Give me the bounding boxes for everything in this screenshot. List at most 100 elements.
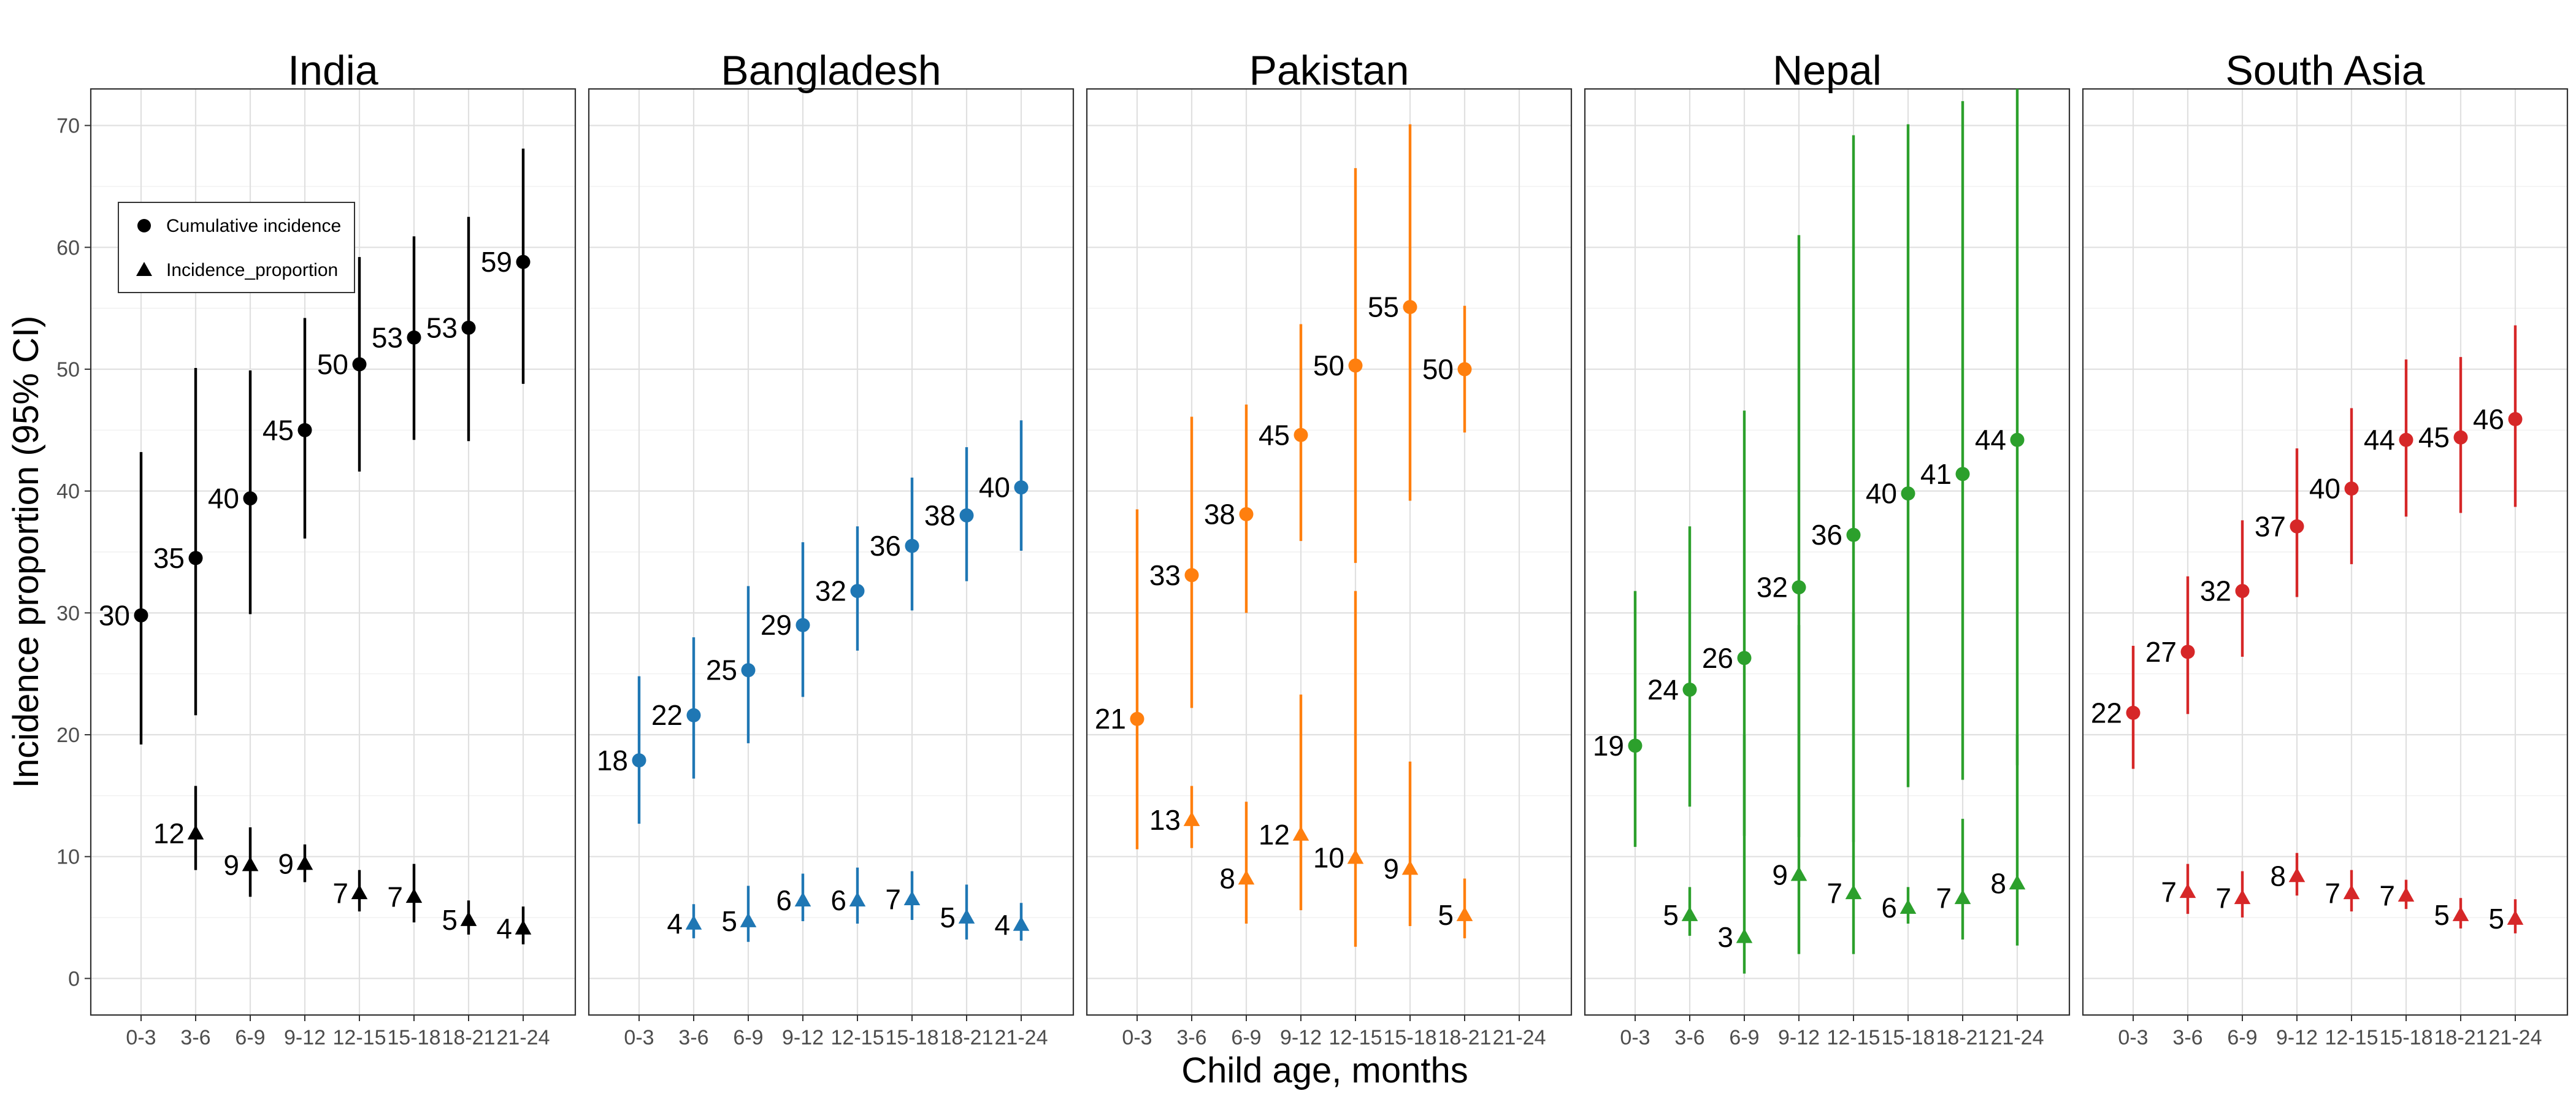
x-tick-label: 3-6 (678, 1026, 708, 1049)
x-tick-label: 21-24 (2489, 1026, 2542, 1049)
data-label: 40 (979, 472, 1010, 504)
legend-key-triangle (136, 262, 152, 276)
data-label: 9 (278, 848, 294, 880)
data-point-triangle (1238, 870, 1255, 885)
data-point-circle (134, 608, 148, 622)
x-tick-label: 3-6 (1176, 1026, 1206, 1049)
x-tick-label: 9-12 (284, 1026, 326, 1049)
data-point-triangle (740, 913, 757, 927)
x-tick-label: 12-15 (333, 1026, 386, 1049)
x-tick-label: 21-24 (1991, 1026, 2044, 1049)
data-point-triangle (1183, 811, 1200, 826)
y-tick-label: 70 (56, 115, 80, 138)
data-label: 41 (1920, 458, 1952, 490)
x-tick-label: 15-18 (1384, 1026, 1437, 1049)
data-label: 32 (2200, 575, 2231, 607)
data-label: 44 (2364, 424, 2395, 456)
data-label: 7 (885, 883, 901, 915)
data-label: 22 (651, 699, 683, 731)
x-tick-label: 0-3 (624, 1026, 654, 1049)
y-tick-label: 40 (56, 480, 80, 504)
x-tick-label: 12-15 (831, 1026, 884, 1049)
data-point-triangle (2179, 883, 2196, 898)
data-point-circle (2399, 432, 2413, 447)
data-label: 5 (2488, 903, 2504, 935)
x-tick-label: 21-24 (497, 1026, 550, 1049)
data-label: 50 (317, 348, 348, 380)
data-label: 53 (372, 321, 403, 353)
x-tick-label: 18-21 (1438, 1026, 1492, 1049)
data-point-triangle (794, 892, 811, 907)
data-point-triangle (849, 892, 866, 907)
data-label: 45 (263, 414, 294, 446)
data-label: 5 (2434, 899, 2450, 931)
data-point-circle (741, 663, 756, 678)
x-tick-label: 0-3 (1122, 1026, 1152, 1049)
data-point-triangle (1401, 860, 1419, 875)
data-label: 7 (2161, 876, 2177, 908)
data-point-circle (959, 508, 974, 523)
data-label: 38 (1204, 498, 1235, 530)
data-label: 4 (994, 909, 1010, 941)
data-point-circle (1348, 358, 1363, 373)
data-label: 10 (1313, 842, 1344, 874)
data-label: 7 (2215, 882, 2231, 914)
data-label: 12 (153, 818, 185, 849)
data-point-circle (2180, 645, 2195, 659)
x-tick-label: 0-3 (2118, 1026, 2148, 1049)
data-label: 40 (1866, 478, 1897, 510)
x-tick-label: 3-6 (2172, 1026, 2202, 1049)
x-tick-label: 3-6 (1674, 1026, 1704, 1049)
data-label: 36 (870, 530, 901, 562)
x-tick-label: 0-3 (126, 1026, 156, 1049)
data-point-triangle (2234, 889, 2251, 905)
data-label: 50 (1422, 353, 1454, 385)
data-point-circle (1130, 711, 1144, 726)
data-point-triangle (2343, 884, 2360, 900)
y-tick-label: 10 (56, 846, 80, 869)
data-point-circle (795, 618, 810, 632)
x-tick-label: 18-21 (442, 1026, 496, 1049)
data-label: 7 (1936, 882, 1952, 914)
x-tick-label: 12-15 (2325, 1026, 2379, 1049)
data-point-circle (243, 491, 258, 506)
data-point-circle (407, 330, 421, 345)
data-point-triangle (1790, 866, 1807, 881)
data-label: 9 (1383, 853, 1399, 885)
x-tick-label: 12-15 (1827, 1026, 1880, 1049)
x-tick-label: 9-12 (1778, 1026, 1820, 1049)
y-tick-label: 20 (56, 724, 80, 747)
data-label: 46 (2473, 403, 2504, 435)
data-point-circle (1628, 738, 1643, 753)
data-point-triangle (242, 856, 259, 871)
data-point-triangle (1845, 884, 1862, 900)
data-point-circle (2126, 705, 2141, 720)
data-point-triangle (1292, 825, 1309, 841)
legend-label: Incidence_proportion (166, 260, 338, 280)
data-point-circle (1014, 480, 1029, 495)
data-point-circle (1901, 486, 1915, 501)
data-label: 21 (1095, 703, 1126, 735)
x-tick-label: 15-18 (886, 1026, 939, 1049)
data-label: 26 (1702, 642, 1733, 674)
data-point-circle (516, 255, 531, 269)
x-tick-label: 0-3 (1620, 1026, 1650, 1049)
data-point-circle (2235, 584, 2250, 599)
data-point-triangle (2398, 887, 2415, 902)
x-tick-label: 9-12 (1280, 1026, 1322, 1049)
data-label: 18 (597, 745, 628, 776)
data-label: 7 (332, 877, 348, 909)
data-label: 55 (1368, 291, 1399, 323)
data-point-circle (352, 357, 367, 372)
data-label: 9 (1772, 859, 1788, 891)
data-label: 24 (1647, 674, 1679, 706)
data-point-circle (461, 320, 476, 335)
data-point-triangle (2452, 906, 2469, 921)
data-point-triangle (685, 914, 702, 930)
data-point-triangle (903, 891, 921, 906)
data-point-circle (297, 423, 312, 437)
data-point-circle (1403, 300, 1417, 315)
data-point-circle (2508, 412, 2523, 426)
x-tick-label: 9-12 (2276, 1026, 2318, 1049)
data-label: 40 (208, 483, 239, 515)
